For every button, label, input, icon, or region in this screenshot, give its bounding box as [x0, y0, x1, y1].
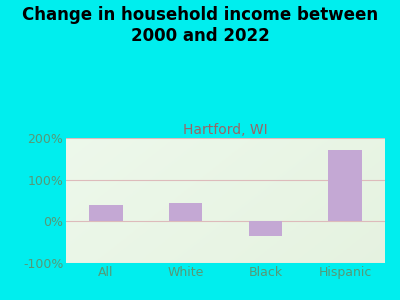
Bar [328, 151, 362, 221]
Bar [89, 205, 123, 221]
Bar [169, 203, 202, 221]
Text: Change in household income between
2000 and 2022: Change in household income between 2000 … [22, 6, 378, 45]
Title: Hartford, WI: Hartford, WI [183, 123, 268, 137]
Bar [249, 221, 282, 236]
